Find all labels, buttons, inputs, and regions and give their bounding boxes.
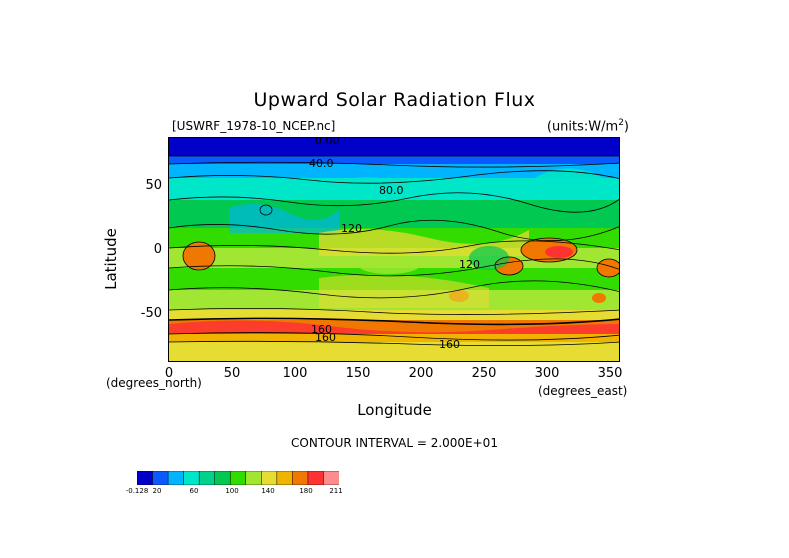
contour-label-7: 160 xyxy=(315,331,336,344)
patch-1 xyxy=(169,168,619,200)
colorbar-swatch xyxy=(307,471,325,485)
colorbar-swatch xyxy=(183,471,200,485)
colorbar-label: -0.128 xyxy=(125,487,149,495)
colorbar-swatch xyxy=(261,471,278,485)
patch-10 xyxy=(592,293,606,303)
patch-12 xyxy=(359,258,419,274)
colorbar xyxy=(137,471,339,485)
contour-label-1: 0.00 xyxy=(315,138,340,147)
colorbar-swatch xyxy=(198,471,216,485)
patch-2 xyxy=(229,204,339,233)
contour-label-4: 120 xyxy=(341,222,362,235)
heatmap-plot: 0.00 40.0 80.0 120 120 160 160 160 xyxy=(169,138,619,361)
x-tick-label: 350 xyxy=(597,366,623,381)
file-label: [USWRF_1978-10_NCEP.nc] xyxy=(172,119,336,133)
band-north-2 xyxy=(169,164,619,178)
contour-label-6: 160 xyxy=(311,323,332,336)
y-tick-label: -50 xyxy=(140,306,162,321)
contour-label-3: 80.0 xyxy=(379,184,404,197)
y-tick-label: 0 xyxy=(153,242,162,257)
units-label: (units:W/m2) xyxy=(546,118,629,135)
patch-7 xyxy=(597,259,619,277)
band-south-2 xyxy=(169,334,619,342)
band-south-1 xyxy=(169,310,619,320)
contour-interval-text: CONTOUR INTERVAL = 2.000E+01 xyxy=(291,436,498,450)
contour-label-5: 120 xyxy=(459,258,480,271)
patch-14 xyxy=(169,320,619,334)
x-tick-label: 150 xyxy=(345,366,371,381)
colorbar-label: 20 xyxy=(152,487,162,495)
x-tick-label: 250 xyxy=(471,366,497,381)
colorbar-swatch xyxy=(137,471,154,485)
colorbar-swatch xyxy=(292,471,309,485)
x-tick-label: 200 xyxy=(408,366,434,381)
colorbar-swatch xyxy=(167,471,185,485)
colorbar-label: 60 xyxy=(189,487,199,495)
contour-lines xyxy=(169,155,619,346)
colorbar-swatch xyxy=(323,471,339,485)
colorbar-swatch xyxy=(245,471,262,485)
x-tick-label: 0 xyxy=(164,366,174,381)
colorbar-label: 211 xyxy=(329,487,343,495)
contour-label-8: 160 xyxy=(439,338,460,351)
band-north-1 xyxy=(169,156,619,164)
units-superscript: 2 xyxy=(618,118,624,128)
x-tick-label: 300 xyxy=(534,366,560,381)
plot-area: 0.00 40.0 80.0 120 120 160 160 160 xyxy=(168,137,620,362)
patch-11 xyxy=(319,274,489,308)
colorbar-swatch xyxy=(276,471,293,485)
colorbar-swatch xyxy=(152,471,169,485)
y-axis-label: Latitude xyxy=(101,228,120,290)
colorbar-label: 100 xyxy=(225,487,239,495)
patch-4 xyxy=(183,242,215,270)
x-axis-label: Longitude xyxy=(357,401,432,419)
contour-label-2: 40.0 xyxy=(309,157,334,170)
x-tick-label: 100 xyxy=(282,366,308,381)
colorbar-label: 180 xyxy=(299,487,313,495)
colorbar-swatch xyxy=(214,471,231,485)
y-tick-label: 50 xyxy=(145,178,162,193)
x-tick-label: 50 xyxy=(223,366,241,381)
x-unit-note: (degrees_east) xyxy=(538,384,628,398)
band-antarctic xyxy=(169,342,619,361)
colorbar-label: 140 xyxy=(261,487,275,495)
band-polar-north xyxy=(169,138,619,156)
patch-6 xyxy=(545,246,573,258)
y-unit-note: (degrees_north) xyxy=(106,376,202,390)
colorbar-swatch xyxy=(229,471,247,485)
chart-title: Upward Solar Radiation Flux xyxy=(253,89,536,111)
